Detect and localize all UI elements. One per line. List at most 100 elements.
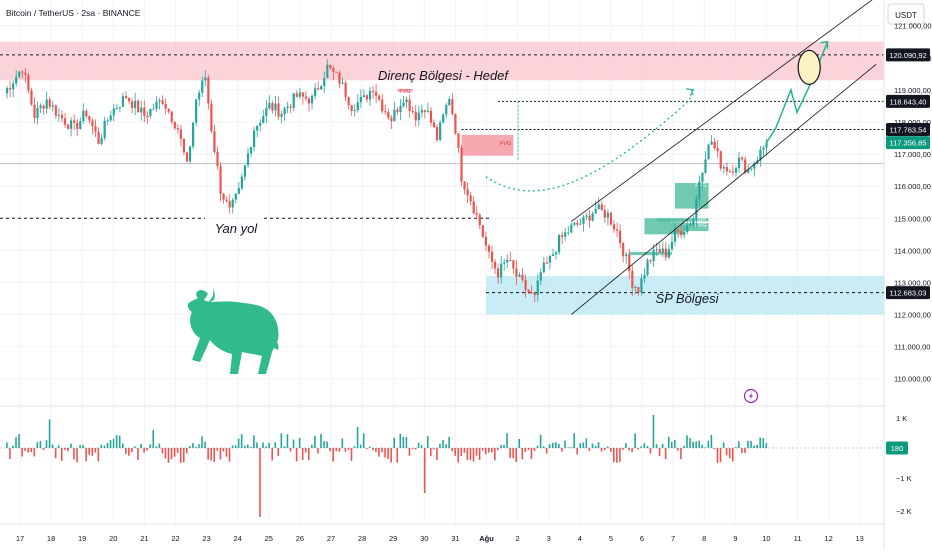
candle-body [341, 82, 344, 84]
candle-body [66, 124, 70, 129]
candle-body [152, 108, 155, 110]
candle-body [237, 188, 240, 194]
volume-bar [9, 448, 11, 460]
volume-bar [762, 438, 765, 448]
candle-body [701, 172, 704, 182]
zone-layer: FVGFVGFVGFVGFVGFVGFVG [0, 41, 884, 315]
candle-body [314, 88, 317, 96]
candle-body [609, 212, 613, 225]
candle-body [548, 255, 552, 263]
volume-bar [308, 448, 310, 460]
volume-bar [539, 434, 542, 448]
candle-body [48, 99, 51, 107]
projection-arc [485, 89, 694, 192]
volume-bar [73, 448, 75, 460]
volume-bar [277, 448, 280, 457]
volume-bar [381, 448, 383, 453]
time-tick-label: 23 [202, 534, 210, 543]
volume-bar [731, 448, 734, 462]
candle-body [344, 82, 347, 98]
candle-body [54, 105, 57, 116]
candle-body [680, 231, 683, 236]
candle-body [240, 176, 243, 189]
candle-body [350, 105, 353, 112]
candle-body [524, 279, 527, 290]
volume-bar [606, 446, 609, 448]
candle-body [368, 91, 372, 100]
candle-body [497, 268, 500, 278]
candle-body [625, 254, 628, 257]
volume-bar [192, 443, 194, 448]
candle-body [396, 109, 399, 112]
candle-body [515, 268, 518, 277]
candle-body [606, 212, 609, 218]
volume-bar [36, 442, 39, 448]
candle-body [39, 105, 42, 109]
price-scale[interactable] [884, 0, 932, 550]
volume-bar [570, 447, 572, 448]
candle-body [689, 224, 692, 226]
volume-bar [143, 448, 145, 453]
volume-bar [408, 448, 411, 456]
candle-body [713, 141, 716, 149]
candle-body [45, 99, 48, 109]
volume-bar [579, 443, 582, 448]
volume-bar [137, 448, 139, 460]
time-tick-label: 12 [824, 534, 832, 543]
channel-lower-line [571, 63, 877, 315]
price-marker [886, 94, 930, 108]
time-tick-label: 27 [327, 534, 335, 543]
support-zone-label: SP Bölgesi [655, 291, 719, 306]
volume-bar [112, 438, 115, 448]
candle-body [161, 100, 164, 104]
volume-bar [115, 435, 118, 448]
volume-bar [591, 443, 594, 448]
candle-body [634, 287, 637, 289]
price-marker-label: 117.763,54 [890, 126, 927, 135]
candle-body [253, 130, 256, 148]
candle-body [97, 131, 100, 144]
candle-body [741, 157, 744, 160]
volume-bar [280, 433, 283, 448]
lightning-icon[interactable] [743, 388, 759, 404]
candle-body [451, 99, 454, 115]
volume-bar [85, 448, 87, 462]
volume-bar [204, 441, 206, 448]
candle-body [530, 292, 533, 294]
candle-body [414, 111, 417, 121]
candle-body [164, 103, 167, 109]
candle-body [57, 114, 60, 116]
candle-body [268, 103, 271, 109]
volume-bar [314, 435, 316, 448]
volume-bar [146, 448, 148, 451]
volume-bar [515, 448, 517, 462]
volume-bar [457, 448, 460, 463]
volume-bar [561, 448, 563, 452]
volume-bar [335, 448, 338, 452]
resistance-zone [0, 41, 884, 81]
time-tick-label: 29 [389, 534, 397, 543]
volume-bar [600, 448, 603, 452]
candle-body [765, 142, 768, 148]
volume-bar [164, 448, 167, 459]
volume-bar [57, 445, 60, 448]
currency-button[interactable] [887, 3, 925, 25]
volume-bar [567, 447, 569, 448]
candle-body [436, 127, 439, 140]
volume-bar [210, 448, 212, 461]
volume-bar [216, 448, 219, 451]
candle-body [115, 107, 118, 109]
candle-body [567, 232, 570, 234]
volume-bar [6, 442, 8, 448]
candle-body [429, 110, 433, 123]
volume-bar [283, 446, 286, 448]
volume-bar [503, 444, 505, 448]
candle-body [332, 68, 335, 72]
volume-bar [67, 448, 69, 452]
candle-body [640, 278, 643, 293]
volume-bar [323, 441, 325, 448]
volume-bar [536, 445, 539, 448]
candle-body [445, 105, 448, 115]
